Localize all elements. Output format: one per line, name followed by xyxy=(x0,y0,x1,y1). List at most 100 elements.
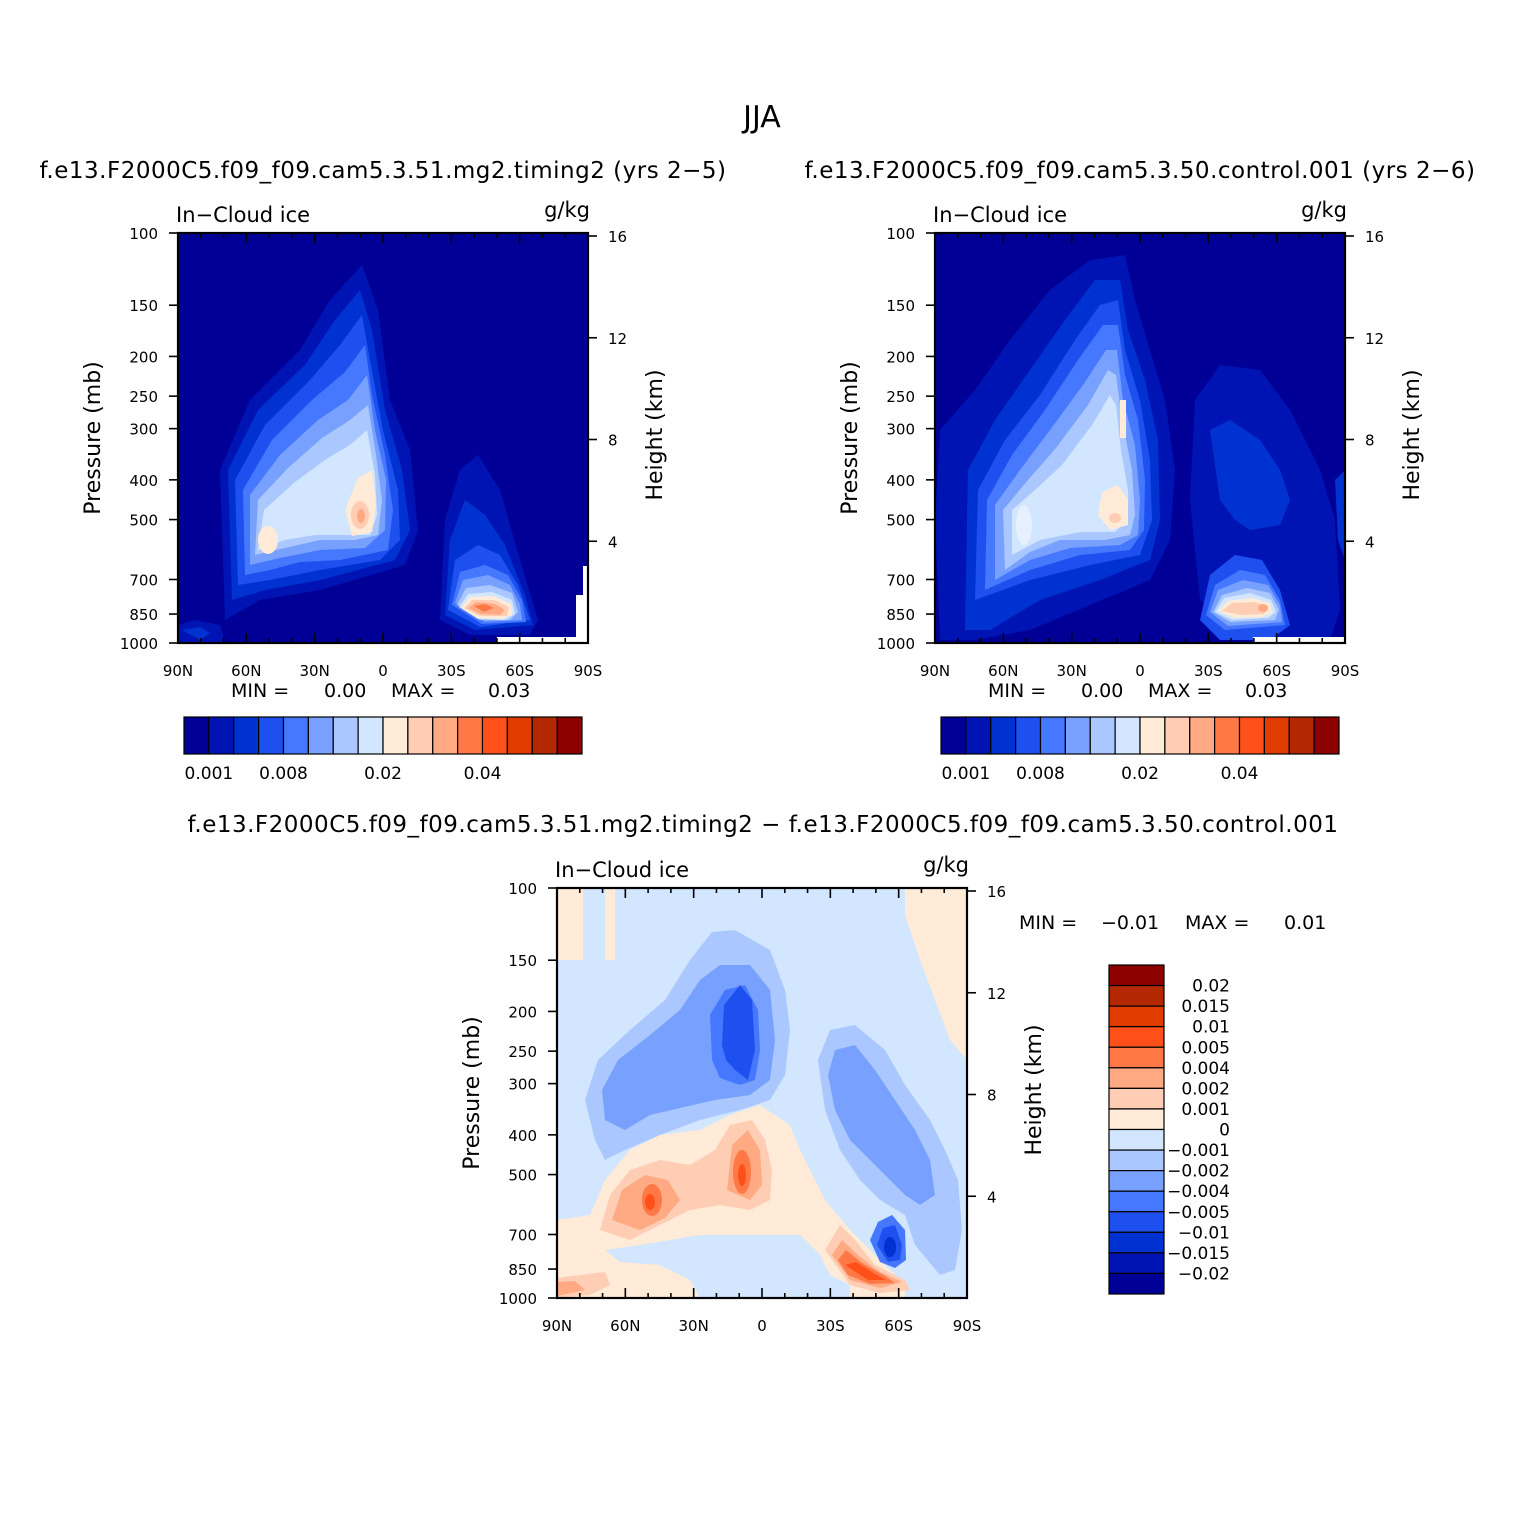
colorbar-swatch xyxy=(1288,716,1315,755)
colorbar-swatch xyxy=(481,716,508,755)
min-value: 0.00 xyxy=(1081,680,1123,702)
y-tick-label: 150 xyxy=(129,297,158,315)
colorbar-swatch xyxy=(282,716,309,755)
ice-contour-south-10 xyxy=(1258,604,1268,612)
x-tick-label: 30N xyxy=(1057,662,1087,680)
y-axis-title: Pressure (mb) xyxy=(838,361,863,515)
height-tick-label: 12 xyxy=(608,330,627,348)
y-tick-label: 500 xyxy=(129,512,158,530)
x-tick-label: 90N xyxy=(542,1317,572,1335)
colorbar-swatch xyxy=(258,716,285,755)
colorbar-swatch xyxy=(407,716,434,755)
y-tick-label: 150 xyxy=(508,952,537,970)
panel-right-subtitle: f.e13.F2000C5.f09_f09.cam5.3.50.control.… xyxy=(805,158,1476,184)
panel-diff-field xyxy=(557,888,967,1298)
height-tick-label: 8 xyxy=(608,432,618,450)
min-label: MIN = xyxy=(1019,912,1077,934)
colorbar-swatch xyxy=(1139,716,1166,755)
y-tick-label: 500 xyxy=(886,512,915,530)
y-tick-label: 700 xyxy=(129,571,158,589)
colorbar-label: 0.008 xyxy=(1016,764,1065,784)
colorbar-label: 0.001 xyxy=(185,764,234,784)
panel-right-field xyxy=(935,233,1345,643)
figure-title: JJA xyxy=(741,100,781,135)
height-tick-label: 12 xyxy=(1365,330,1384,348)
panel-left-subtitle: f.e13.F2000C5.f09_f09.cam5.3.51.mg2.timi… xyxy=(40,158,727,184)
colorbar-label: −0.01 xyxy=(1178,1223,1230,1243)
y-tick-label: 700 xyxy=(886,571,915,589)
y-axis-right-title: Height (km) xyxy=(1400,369,1425,500)
diff-panel-title: f.e13.F2000C5.f09_f09.cam5.3.51.mg2.timi… xyxy=(187,812,1338,838)
ice-maximum-north xyxy=(258,526,278,554)
variable-label: In−Cloud ice xyxy=(933,203,1067,227)
x-tick-label: 30N xyxy=(300,662,330,680)
x-tick-label: 30S xyxy=(437,662,466,680)
x-tick-label: 0 xyxy=(1135,662,1145,680)
ice-contour-south-9 xyxy=(1222,602,1268,615)
colorbar-label: 0 xyxy=(1219,1121,1230,1141)
y-tick-label: 200 xyxy=(886,348,915,366)
y-tick-label: 300 xyxy=(508,1076,537,1094)
colorbar-swatch xyxy=(432,716,459,755)
x-tick-label: 90N xyxy=(920,662,950,680)
ice-contour-level-7 xyxy=(258,430,377,550)
y-tick-label: 700 xyxy=(508,1226,537,1244)
ice-contour-level-2-south xyxy=(1210,420,1290,530)
diff-negative-south-lower-inner xyxy=(884,1237,896,1257)
y-tick-label: 400 xyxy=(508,1127,537,1145)
panel-right-colorbar: 0.001 0.008 0.02 0.04 xyxy=(940,716,1340,784)
diff-positive-topleft-strip xyxy=(605,888,615,960)
panel-diff: In−Cloud ice g/kg 90N 60N 30N 0 30S 60S 90S 100 15… xyxy=(460,853,1047,1335)
colorbar-swatch xyxy=(457,716,484,755)
colorbar-swatch xyxy=(1108,1190,1165,1213)
y-axis-right-title: Height (km) xyxy=(643,369,668,500)
colorbar-label: 0.001 xyxy=(942,764,991,784)
colorbar-swatch xyxy=(1108,964,1165,987)
x-tick-label: 90S xyxy=(953,1317,982,1335)
x-tick-label: 30S xyxy=(816,1317,845,1335)
colorbar-swatch xyxy=(1108,1005,1165,1028)
colorbar-swatch xyxy=(1108,1108,1165,1131)
height-tick-label: 8 xyxy=(987,1087,997,1105)
x-tick-label: 90S xyxy=(574,662,603,680)
y-tick-label: 300 xyxy=(886,421,915,439)
colorbar-swatch xyxy=(1263,716,1290,755)
height-tick-label: 4 xyxy=(1365,533,1375,551)
y-tick-label: 300 xyxy=(129,421,158,439)
colorbar-swatch xyxy=(1238,716,1265,755)
y-tick-label: 400 xyxy=(886,472,915,490)
diff-positive-south-3 xyxy=(838,1250,895,1284)
panel-left: In−Cloud ice g/kg 90N 60N 30N 0 30S 60S 90S 100 15… xyxy=(81,198,668,680)
max-value: 0.01 xyxy=(1284,912,1326,934)
x-tick-label: 30S xyxy=(1194,662,1223,680)
colorbar-swatch xyxy=(1108,1231,1165,1254)
y-tick-label: 1000 xyxy=(499,1290,537,1308)
colorbar-swatch xyxy=(990,716,1017,755)
colorbar-swatch xyxy=(233,716,260,755)
colorbar-swatch xyxy=(1108,1149,1165,1172)
colorbar-swatch xyxy=(1108,1026,1165,1048)
panel-right-axes: In−Cloud ice g/kg 90N 60N 30N 0 30S 60S 90S 100 15… xyxy=(838,198,1425,680)
colorbar-swatch xyxy=(1114,716,1141,755)
panel-diff-minmax: MIN = −0.01 MAX = 0.01 xyxy=(1019,912,1326,934)
colorbar-swatch xyxy=(1108,984,1165,1007)
colorbar-swatch xyxy=(531,716,558,755)
y-tick-label: 850 xyxy=(508,1261,537,1279)
colorbar-swatch xyxy=(1108,1128,1165,1151)
colorbar-swatch xyxy=(506,716,533,755)
diff-negative-level-2-south xyxy=(828,1045,935,1205)
panel-right-minmax: MIN = 0.00 MAX = 0.03 xyxy=(988,680,1287,702)
x-tick-label: 60N xyxy=(988,662,1018,680)
y-tick-label: 100 xyxy=(129,225,158,243)
diff-positive-topleft xyxy=(557,888,583,960)
min-label: MIN = xyxy=(988,680,1046,702)
x-tick-label: 60S xyxy=(884,1317,913,1335)
height-tick-label: 4 xyxy=(608,533,618,551)
y-tick-label: 1000 xyxy=(877,635,915,653)
height-tick-label: 16 xyxy=(987,883,1006,901)
min-value: −0.01 xyxy=(1101,912,1159,934)
y-tick-label: 850 xyxy=(129,606,158,624)
colorbar-label: −0.004 xyxy=(1167,1182,1230,1202)
ice-contour-south-pole-2 xyxy=(1320,595,1335,632)
